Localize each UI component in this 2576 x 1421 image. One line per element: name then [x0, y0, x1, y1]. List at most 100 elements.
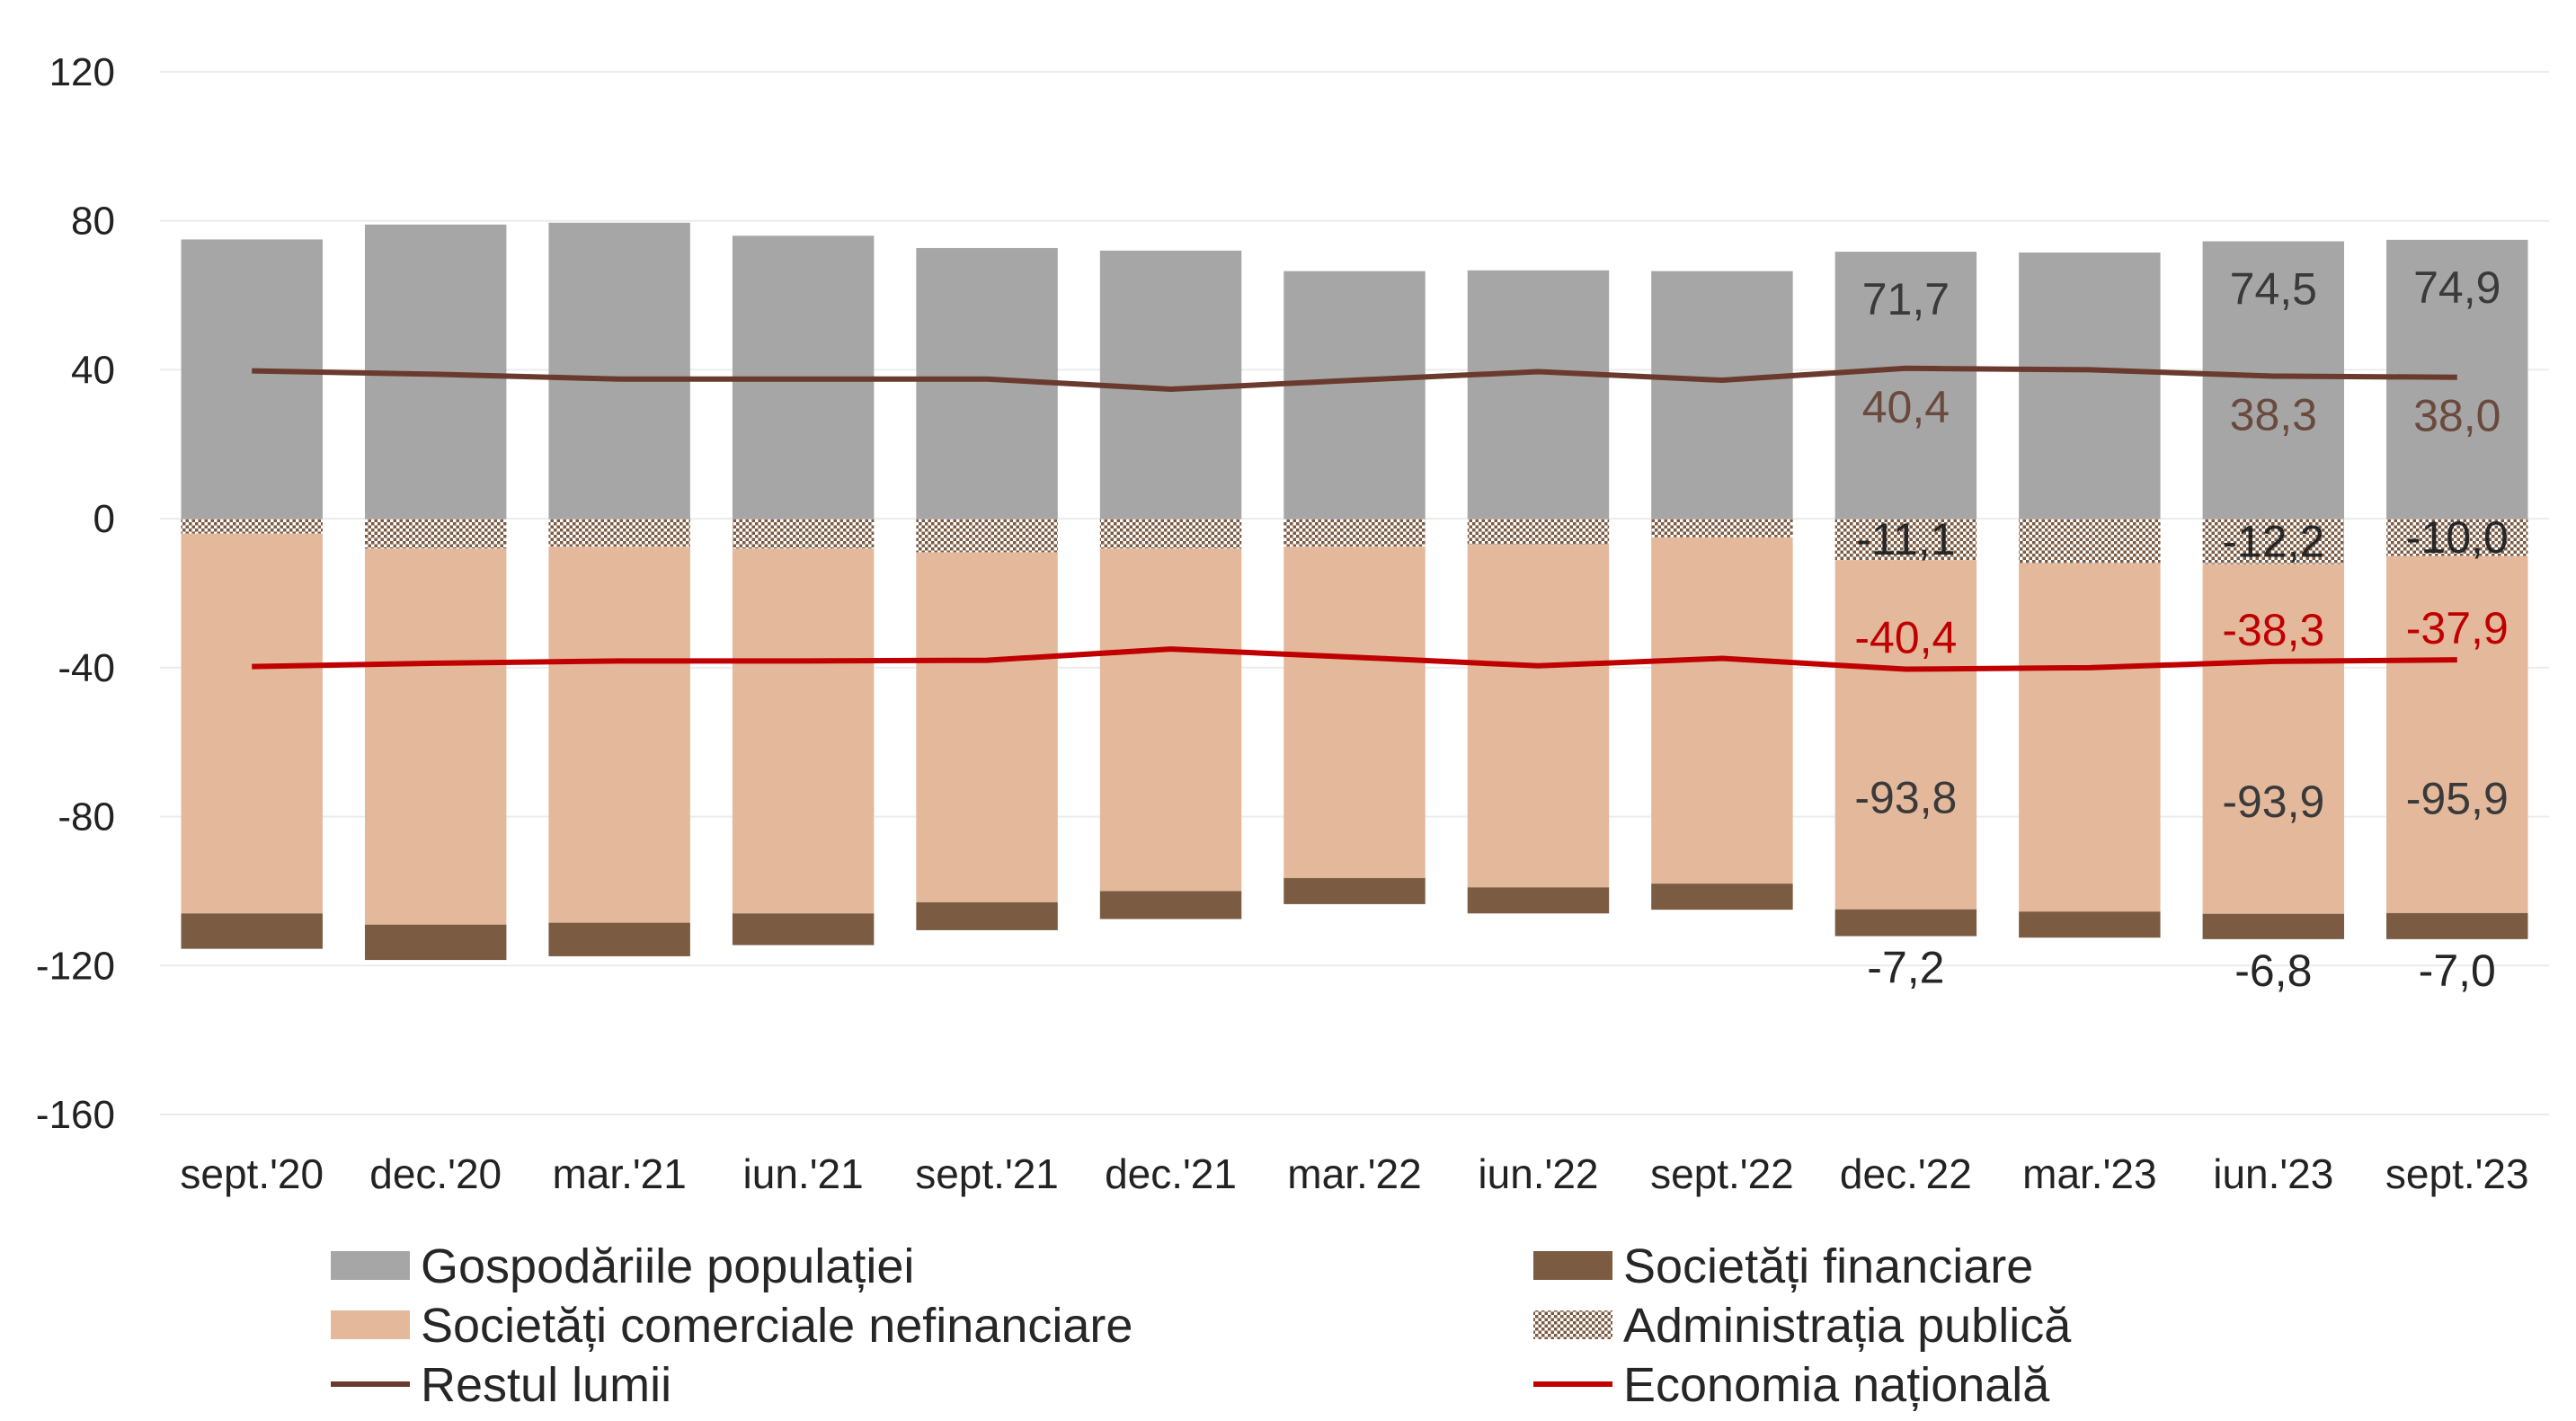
bar-administratia-publica	[1651, 519, 1793, 537]
x-tick-label: iun.'21	[743, 1150, 864, 1197]
bar-societati-comerciale-nefinanciare	[1467, 545, 1610, 888]
bar-societati-financiare	[1284, 877, 1426, 904]
x-tick-label: dec.'22	[1840, 1150, 1972, 1197]
data-label: 71,7	[1862, 274, 1950, 324]
bar-societati-comerciale-nefinanciare	[1284, 546, 1426, 878]
bar-societati-financiare	[2386, 912, 2528, 939]
x-tick-label: mar.'22	[1287, 1150, 1421, 1197]
data-label: -38,3	[2222, 605, 2324, 655]
data-label: -12,2	[2222, 516, 2324, 566]
bar-societati-comerciale-nefinanciare	[364, 548, 507, 925]
legend: Gospodăriile populației Societăți financi…	[331, 1239, 2072, 1412]
x-tick-label: sept.'22	[1650, 1150, 1794, 1197]
data-labels: 71,7 74,5 74,9 40,4 38,3 38,0 -11,1 -12,2 -10,0 -…	[1854, 262, 2508, 996]
x-tick-label: sept.'23	[2385, 1150, 2529, 1197]
data-label: -11,1	[1856, 514, 1955, 564]
bar-societati-comerciale-nefinanciare	[2386, 555, 2528, 913]
legend-label: Gospodăriile populației	[421, 1239, 914, 1293]
bar-gospodariile-populatiei	[2202, 241, 2345, 520]
bar-societati-comerciale-nefinanciare	[1099, 548, 1242, 892]
data-label: -7,0	[2419, 946, 2496, 996]
data-label: -37,9	[2406, 603, 2509, 653]
y-tick-label: 40	[71, 348, 115, 392]
bar-societati-comerciale-nefinanciare	[181, 533, 323, 914]
bar-gospodariile-populatiei	[1651, 271, 1793, 520]
data-label: 38,0	[2413, 391, 2500, 441]
bar-gospodariile-populatiei	[1467, 270, 1610, 520]
y-tick-label: 120	[49, 50, 115, 94]
bar-administratia-publica	[1467, 519, 1610, 546]
x-tick-label: iun.'23	[2213, 1150, 2333, 1197]
x-tick-label: sept.'20	[180, 1150, 324, 1197]
bar-administratia-publica	[916, 519, 1058, 553]
legend-label: Administrația publică	[1623, 1299, 2072, 1353]
x-tick-label: mar.'21	[552, 1150, 686, 1197]
data-label: 74,9	[2413, 262, 2500, 313]
legend-swatch	[1533, 1251, 1612, 1280]
y-tick-label: -40	[58, 646, 115, 690]
bar-societati-financiare	[732, 913, 875, 946]
bar-societati-comerciale-nefinanciare	[916, 552, 1058, 902]
y-tick-label: 80	[71, 200, 115, 244]
x-tick-label: iun.'22	[1478, 1150, 1598, 1197]
bar-societati-comerciale-nefinanciare	[2019, 563, 2161, 912]
x-tick-label: mar.'23	[2022, 1150, 2156, 1197]
bar-gospodariile-populatiei	[2019, 252, 2161, 520]
bar-societati-financiare	[2202, 913, 2345, 939]
data-label: -6,8	[2234, 946, 2312, 996]
x-tick-label: dec.'21	[1105, 1150, 1237, 1197]
bar-administratia-publica	[1834, 519, 1977, 561]
y-axis: 120 80 40 0 -40 -80 -120 -160	[36, 50, 115, 1137]
data-label: 40,4	[1862, 382, 1950, 432]
y-tick-label: -120	[36, 944, 115, 988]
line-restul-lumii	[252, 365, 2457, 392]
data-label: -93,8	[1854, 772, 1957, 822]
bar-administratia-publica	[548, 519, 690, 547]
data-label: 38,3	[2230, 389, 2317, 440]
bars	[181, 222, 2528, 961]
bar-societati-financiare	[916, 901, 1058, 930]
bar-societati-comerciale-nefinanciare	[2202, 564, 2345, 914]
bar-societati-financiare	[1834, 909, 1977, 937]
legend-swatch	[331, 1251, 410, 1280]
bar-administratia-publica	[1099, 519, 1242, 549]
legend-label: Economia națională	[1623, 1358, 2050, 1412]
data-label: -7,2	[1867, 943, 1944, 993]
bar-societati-financiare	[1467, 887, 1610, 914]
x-axis: sept.'20 dec.'20 mar.'21 iun.'21 sept.'21 dec…	[180, 1150, 2528, 1197]
bar-societati-financiare	[1651, 884, 1793, 910]
bar-gospodariile-populatiei	[1834, 252, 1977, 520]
bar-societati-financiare	[364, 924, 507, 961]
x-tick-label: dec.'20	[369, 1150, 502, 1197]
bar-gospodariile-populatiei	[1284, 271, 1426, 520]
legend-label: Societăți financiare	[1623, 1239, 2033, 1293]
y-tick-label: 0	[93, 497, 115, 541]
bar-administratia-publica	[732, 519, 875, 549]
bar-administratia-publica	[364, 519, 507, 549]
y-tick-label: -80	[58, 795, 115, 839]
bar-gospodariile-populatiei	[181, 239, 323, 520]
bar-administratia-publica	[2019, 519, 2161, 564]
bar-societati-comerciale-nefinanciare	[548, 546, 690, 923]
legend-label: Societăți comerciale nefinanciare	[421, 1299, 1133, 1353]
legend-swatch	[331, 1310, 410, 1339]
x-tick-label: sept.'21	[915, 1150, 1059, 1197]
line-economia-nationala	[252, 646, 2457, 672]
bar-societati-comerciale-nefinanciare	[1834, 560, 1977, 910]
data-label: -40,4	[1854, 613, 1957, 663]
bar-societati-financiare	[1099, 891, 1242, 919]
bar-societati-financiare	[548, 922, 690, 956]
bar-societati-financiare	[181, 913, 323, 949]
legend-label: Restul lumii	[421, 1358, 671, 1412]
data-label: -10,0	[2406, 512, 2509, 563]
bar-administratia-publica	[2386, 519, 2528, 556]
data-label: 74,5	[2230, 264, 2317, 315]
data-label: -93,9	[2222, 777, 2324, 827]
bar-administratia-publica	[2202, 519, 2345, 564]
lines	[252, 365, 2457, 672]
bar-gospodariile-populatiei	[548, 222, 690, 520]
bar-administratia-publica	[1284, 519, 1426, 547]
bar-societati-comerciale-nefinanciare	[732, 548, 875, 914]
bar-societati-comerciale-nefinanciare	[1651, 537, 1793, 884]
